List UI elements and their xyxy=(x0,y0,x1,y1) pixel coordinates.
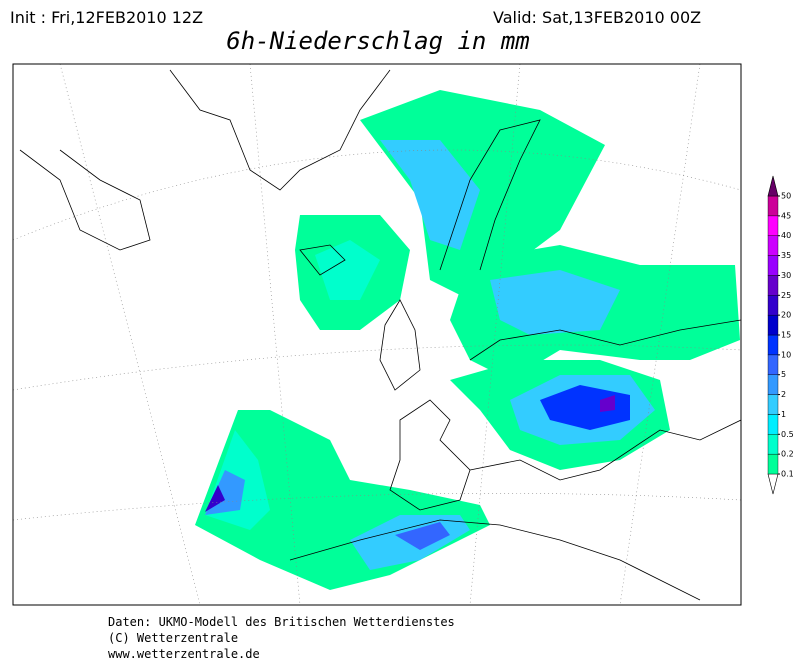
colorbar-end xyxy=(767,473,779,495)
colorbar-band xyxy=(767,295,779,316)
colorbar-band xyxy=(767,354,779,375)
colorbar-label: 50 xyxy=(781,192,791,201)
colorbar-band xyxy=(767,215,779,236)
colorbar-band xyxy=(767,275,779,296)
footer-line: Daten: UKMO-Modell des Britischen Wetter… xyxy=(108,615,455,629)
colorbar-band xyxy=(767,195,779,217)
colorbar-label: 0.2 xyxy=(781,450,794,459)
colorbar-label: 45 xyxy=(781,211,791,220)
colorbar-label: 25 xyxy=(781,291,791,300)
colorbar-label: 0.1 xyxy=(781,470,794,479)
init-label: Init : Fri,12FEB2010 12Z xyxy=(10,8,203,27)
colorbar-band xyxy=(767,434,779,455)
colorbar-label: 2 xyxy=(781,390,786,399)
colorbar-label: 30 xyxy=(781,271,791,280)
footer-line: www.wetterzentrale.de xyxy=(108,647,260,661)
colorbar-label: 0.5 xyxy=(781,430,794,439)
colorbar-band xyxy=(767,255,779,276)
colorbar-label: 5 xyxy=(781,370,786,379)
colorbar-band xyxy=(767,453,779,475)
colorbar-band xyxy=(767,414,779,435)
map-title: 6h-Niederschlag in mm xyxy=(226,27,529,55)
colorbar-end xyxy=(767,175,779,197)
colorbar-label: 40 xyxy=(781,231,791,240)
valid-label: Valid: Sat,13FEB2010 00Z xyxy=(493,8,701,27)
colorbar-label: 20 xyxy=(781,311,791,320)
colorbar-band xyxy=(767,394,779,415)
colorbar-band xyxy=(767,374,779,395)
colorbar-band xyxy=(767,314,779,336)
footer-line: (C) Wetterzentrale xyxy=(108,631,238,645)
colorbar-label: 15 xyxy=(781,331,791,340)
colorbar-label: 10 xyxy=(781,350,791,359)
colorbar-band xyxy=(767,334,779,356)
colorbar-band xyxy=(767,235,779,256)
colorbar-label: 1 xyxy=(781,410,786,419)
colorbar-label: 35 xyxy=(781,251,791,260)
map xyxy=(12,63,742,606)
